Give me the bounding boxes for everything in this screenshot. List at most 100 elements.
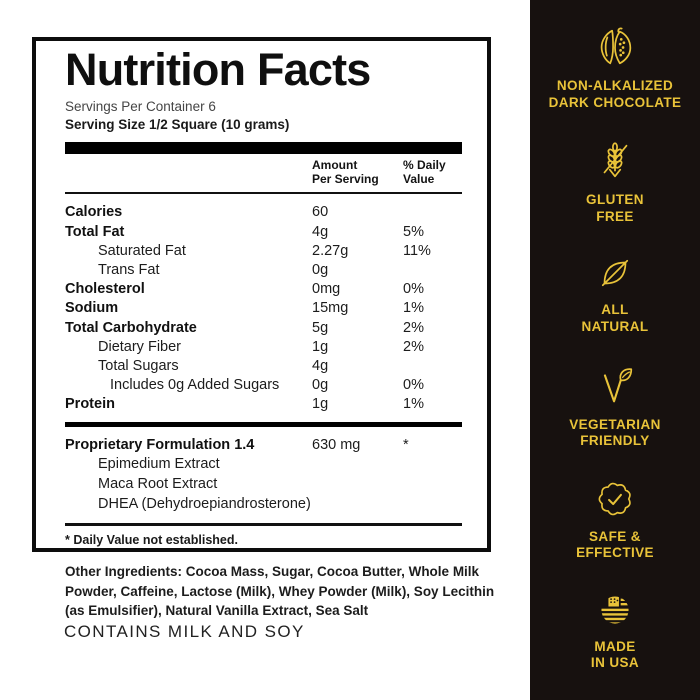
nutrient-name: Trans Fat bbox=[98, 261, 160, 278]
nutrient-name: Total Fat bbox=[65, 223, 125, 240]
feature-non-alkalized-dark-chocolate: NON-ALKALIZED DARK CHOCOLATE bbox=[549, 24, 682, 111]
nutrient-rows: Calories 60 Total Fat 4g 5% Saturated Fat 2.27… bbox=[65, 203, 462, 414]
nutrient-row: Calories 60 bbox=[65, 203, 462, 222]
feature-label: ALL NATURAL bbox=[581, 302, 648, 335]
nutrient-name: Total Carbohydrate bbox=[65, 319, 197, 336]
feature-made-in-usa: MADE IN USA bbox=[591, 589, 639, 672]
nutrition-facts-label: Nutrition Facts Servings Per Container 6… bbox=[32, 37, 491, 552]
feature-sidebar: NON-ALKALIZED DARK CHOCOLATE GLUTEN FREE bbox=[530, 0, 700, 700]
feature-label: VEGETARIAN FRIENDLY bbox=[569, 417, 661, 450]
nutrient-amount: 4g bbox=[312, 223, 329, 240]
vegetarian-v-leaf-icon bbox=[603, 367, 633, 402]
leaf-icon bbox=[601, 260, 629, 287]
nutrient-row: Total Sugars 4g bbox=[65, 357, 462, 376]
feature-line: GLUTEN bbox=[586, 192, 644, 208]
other-ingredients: Other Ingredients: Cocoa Mass, Sugar, Co… bbox=[65, 562, 505, 621]
nutrient-row: Sodium 15mg 1% bbox=[65, 299, 462, 318]
feature-safe-effective: SAFE & EFFECTIVE bbox=[576, 477, 654, 562]
thick-divider-top bbox=[65, 141, 462, 154]
nutrient-amount: 0g bbox=[312, 261, 329, 278]
nutrient-row: Total Carbohydrate 5g 2% bbox=[65, 319, 462, 338]
feature-vegetarian-friendly: VEGETARIAN FRIENDLY bbox=[569, 363, 661, 450]
feature-gluten-free: GLUTEN FREE bbox=[586, 138, 644, 225]
amount-header-line1: Amount bbox=[312, 157, 358, 172]
nutrient-daily-value: 0% bbox=[403, 281, 424, 298]
nutrient-row: Saturated Fat 2.27g 11% bbox=[65, 242, 462, 261]
cocoa-beans bbox=[618, 37, 626, 57]
feature-line: MADE bbox=[594, 638, 636, 654]
nutrient-daily-value: 5% bbox=[403, 223, 424, 240]
feature-line: NON-ALKALIZED bbox=[556, 78, 674, 93]
amount-header-line2: Per Serving bbox=[312, 172, 379, 187]
nutrient-row: Cholesterol 0mg 0% bbox=[65, 280, 462, 299]
nutrient-daily-value bbox=[403, 203, 462, 222]
flag-stars bbox=[610, 598, 619, 603]
nutrient-name: Saturated Fat bbox=[98, 242, 186, 259]
nutrient-row: Trans Fat 0g bbox=[65, 261, 462, 280]
dv-header-line2: Value bbox=[403, 172, 435, 187]
nutrient-row: Total Fat 4g 5% bbox=[65, 223, 462, 242]
feature-line: EFFECTIVE bbox=[576, 545, 654, 561]
proprietary-amount: 630 mg bbox=[312, 436, 361, 453]
feature-line: SAFE & bbox=[589, 528, 641, 544]
thick-divider-mid bbox=[65, 421, 462, 427]
feature-line: FRIENDLY bbox=[580, 433, 650, 449]
footnote-rule bbox=[65, 523, 462, 527]
nutrient-daily-value: 1% bbox=[403, 300, 424, 317]
feature-label: MADE IN USA bbox=[591, 639, 639, 672]
feature-line: NATURAL bbox=[581, 318, 649, 334]
other-ingredients-line: (as Emulsifier), Natural Vanilla Extract… bbox=[65, 603, 369, 618]
nutrient-daily-value: 1% bbox=[403, 396, 424, 413]
nutrient-daily-value: 2% bbox=[403, 338, 424, 355]
feature-label: GLUTEN FREE bbox=[586, 192, 644, 225]
header-rule bbox=[65, 191, 462, 195]
spacer bbox=[65, 158, 312, 187]
nutrient-daily-value bbox=[403, 357, 462, 376]
feature-line: ALL bbox=[601, 302, 629, 318]
nutrient-amount: 60 bbox=[312, 204, 329, 221]
feature-label: NON-ALKALIZED DARK CHOCOLATE bbox=[549, 78, 682, 111]
nutrient-amount: 15mg bbox=[312, 300, 349, 317]
nutrient-amount: 4g bbox=[312, 357, 329, 374]
nutrient-amount: 0g bbox=[312, 377, 329, 394]
servings-per-container: Servings Per Container 6 bbox=[65, 98, 216, 114]
nutrient-name: Calories bbox=[65, 204, 123, 221]
nutrient-amount: 0mg bbox=[312, 281, 341, 298]
proprietary-row: Proprietary Formulation 1.4 630 mg * bbox=[65, 436, 462, 455]
dv-header-line1: % Daily bbox=[403, 157, 446, 172]
nutrient-daily-value: 0% bbox=[403, 377, 424, 394]
daily-value-footnote: * Daily Value not established. bbox=[65, 533, 238, 548]
contains-statement: CONTAINS MILK AND SOY bbox=[64, 622, 305, 641]
nutrient-daily-value: 2% bbox=[403, 319, 424, 336]
nutrient-name: Sodium bbox=[65, 300, 119, 317]
feature-line: VEGETARIAN bbox=[569, 416, 661, 432]
serving-size: Serving Size 1/2 Square (10 grams) bbox=[65, 116, 290, 132]
daily-value-column-header: % Daily Value bbox=[403, 158, 462, 187]
feature-all-natural: ALL NATURAL bbox=[581, 252, 648, 335]
wheat-crossed-icon bbox=[603, 142, 628, 178]
nutrient-daily-value: 11% bbox=[403, 242, 431, 259]
nutrient-name: Includes 0g Added Sugars bbox=[110, 377, 280, 394]
proprietary-ingredients: Epimedium Extract Maca Root Extract DHEA (… bbox=[65, 455, 462, 514]
nutrient-name: Cholesterol bbox=[65, 281, 145, 298]
nutrient-amount: 2.27g bbox=[312, 242, 349, 259]
other-ingredients-line: Other Ingredients: Cocoa Mass, Sugar, Co… bbox=[65, 564, 480, 579]
column-headers: Amount Per Serving % Daily Value bbox=[65, 158, 462, 187]
proprietary-name: Proprietary Formulation 1.4 bbox=[65, 436, 255, 453]
proprietary-ingredient: Epimedium Extract bbox=[98, 455, 220, 472]
nutrient-amount: 1g bbox=[312, 338, 329, 355]
amount-column-header: Amount Per Serving bbox=[312, 158, 403, 187]
feature-line: IN USA bbox=[590, 655, 640, 671]
proprietary-section: Proprietary Formulation 1.4 630 mg * Epi… bbox=[65, 436, 462, 515]
other-ingredients-line: Powder, Caffeine, Lactose (Milk), Whey P… bbox=[65, 583, 495, 599]
proprietary-ingredient: DHEA (Dehydroepiandrosterone) bbox=[98, 495, 311, 512]
feature-line: DARK CHOCOLATE bbox=[548, 94, 682, 110]
proprietary-dv: * bbox=[403, 436, 409, 453]
nutrient-amount: 1g bbox=[312, 396, 329, 413]
usa-flag-icon bbox=[601, 596, 629, 624]
label-title: Nutrition Facts bbox=[65, 44, 371, 95]
proprietary-ingredient: Maca Root Extract bbox=[98, 475, 218, 492]
cocoa-pods-icon bbox=[600, 27, 632, 65]
nutrient-row: Protein 1g 1% bbox=[65, 395, 462, 414]
nutrient-row: Includes 0g Added Sugars 0g 0% bbox=[65, 376, 462, 395]
